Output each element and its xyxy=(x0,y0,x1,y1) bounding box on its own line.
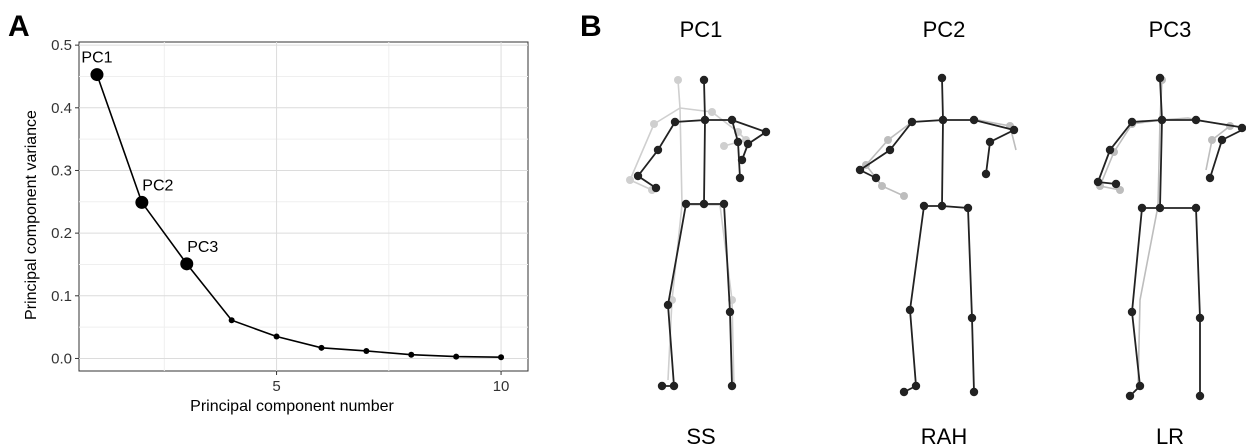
plot-area xyxy=(78,41,529,372)
series-line-group: PC1 PC2 PC3 xyxy=(81,50,505,361)
data-point xyxy=(318,344,325,351)
x-tick-label: 10 xyxy=(493,378,510,395)
pose-pc2-ghost-skeleton xyxy=(864,119,1017,197)
pose-pc3: PC3 LR xyxy=(1093,17,1246,448)
x-tick-label: 5 xyxy=(272,378,280,395)
pose-pc3-title: PC3 xyxy=(1149,17,1192,42)
data-point xyxy=(273,333,280,340)
pose-pc2-subtitle: RAH xyxy=(921,424,967,448)
data-point-highlighted xyxy=(90,68,104,82)
pose-pc3-skeleton xyxy=(1096,77,1246,397)
pose-pc1-ghost-joints xyxy=(626,76,750,304)
pose-pc1: PC1 xyxy=(626,17,771,448)
pose-pc1-subtitle: SS xyxy=(686,424,715,448)
y-tick-label: 0.3 xyxy=(51,162,72,179)
pose-pc1-title: PC1 xyxy=(680,17,723,42)
data-point xyxy=(228,317,235,324)
scree-plot: A 0.0 0.1 0.2 0.3 0.4 0.5 5 10 PC1 PC2 PC3 Princi… xyxy=(8,10,529,415)
data-point xyxy=(363,347,370,354)
panel-a-letter: A xyxy=(8,10,30,43)
y-tick-label: 0.4 xyxy=(51,100,72,117)
x-axis-title: Principal component number xyxy=(190,398,394,415)
point-label: PC1 xyxy=(81,50,112,67)
series-line xyxy=(96,74,502,359)
data-point xyxy=(408,351,415,358)
pose-pc2-title: PC2 xyxy=(923,17,966,42)
panel-b-letter: B xyxy=(580,10,602,43)
pose-pc3-ghost-skeleton xyxy=(1098,79,1232,391)
point-label: PC2 xyxy=(142,177,173,194)
pose-pc2-ghost-joints xyxy=(862,122,1014,200)
y-tick-label: 0.0 xyxy=(51,350,72,367)
data-point-highlighted xyxy=(180,257,194,271)
y-tick-label: 0.1 xyxy=(51,288,72,305)
data-point-highlighted xyxy=(135,195,149,209)
gridlines xyxy=(79,42,528,371)
data-point xyxy=(453,353,460,360)
point-label: PC3 xyxy=(187,239,218,256)
pose-pc2-joints xyxy=(855,73,1019,397)
y-axis-title: Principal component variance xyxy=(23,110,40,320)
pose-panel: B PC1 xyxy=(580,10,1246,448)
axis-ticks: 0.0 0.1 0.2 0.3 0.4 0.5 5 10 xyxy=(51,37,509,395)
pose-pc3-joints xyxy=(1093,73,1246,401)
pose-pc2: PC2 RAH xyxy=(855,17,1019,448)
y-tick-label: 0.5 xyxy=(51,37,72,54)
y-tick-label: 0.2 xyxy=(51,225,72,242)
pose-pc3-subtitle: LR xyxy=(1156,424,1184,448)
pose-pc1-ghost-skeleton xyxy=(628,79,748,389)
pose-pc1-joints xyxy=(633,75,771,391)
pose-pc2-skeleton xyxy=(858,77,1017,393)
data-point xyxy=(498,354,505,361)
